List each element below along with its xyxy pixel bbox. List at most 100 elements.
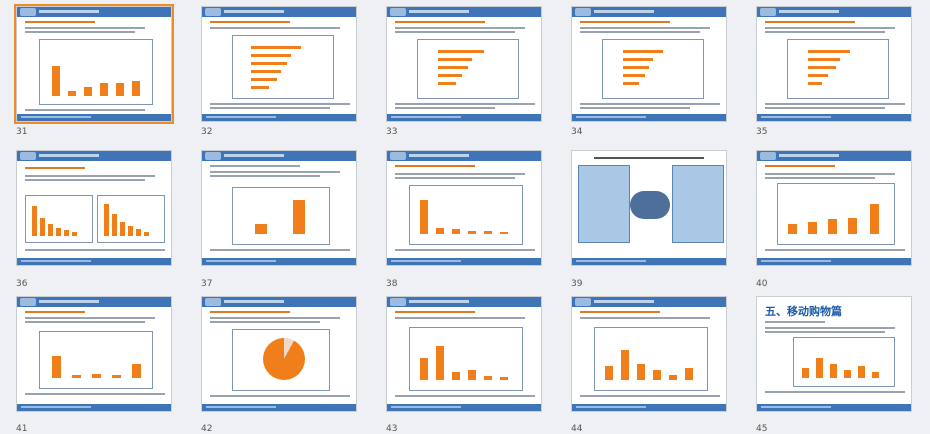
slide-header — [572, 7, 726, 17]
diagram-panel-right — [672, 165, 724, 243]
slide-header — [387, 151, 541, 161]
slide-thumbnail-32[interactable] — [201, 6, 357, 122]
bar-chart-left — [25, 195, 93, 243]
logo-icon — [390, 8, 406, 16]
slide-header — [757, 7, 911, 17]
slide-number: 40 — [756, 279, 768, 289]
slide-header — [17, 151, 171, 161]
slide-footer — [757, 258, 911, 265]
slide-number: 35 — [756, 127, 768, 137]
slide-number: 43 — [386, 424, 398, 434]
slide-footer — [202, 114, 356, 121]
slide-number: 33 — [386, 127, 398, 137]
slide-content — [202, 17, 356, 116]
slide-thumbnail-45[interactable]: 五、移动购物篇 — [756, 296, 912, 412]
bar-chart — [409, 327, 523, 391]
horizontal-bar-chart — [417, 39, 519, 99]
slide-number: 32 — [201, 127, 213, 137]
slide-number: 41 — [16, 424, 28, 434]
slide-footer — [17, 114, 171, 121]
slide-content — [17, 17, 171, 116]
slide-thumbnail-36[interactable] — [16, 150, 172, 266]
bar-chart — [39, 39, 153, 105]
slide-number: 45 — [756, 424, 768, 434]
horizontal-bar-chart — [232, 35, 334, 99]
slide-content — [387, 161, 541, 260]
slide-number: 31 — [16, 127, 28, 137]
slide-thumbnail-39[interactable] — [571, 150, 727, 266]
diagram-center-arrow — [630, 191, 670, 219]
bar-chart — [793, 337, 895, 387]
logo-icon — [205, 152, 221, 160]
slide-number: 34 — [571, 127, 583, 137]
slide-footer — [572, 258, 726, 265]
slide-header — [17, 7, 171, 17]
horizontal-bar-chart — [602, 39, 704, 99]
slide-content — [17, 161, 171, 260]
slide-content — [17, 307, 171, 406]
slide-header — [387, 7, 541, 17]
logo-icon — [760, 152, 776, 160]
slide-header — [202, 7, 356, 17]
diagram-panel-left — [578, 165, 630, 243]
slide-content — [202, 307, 356, 406]
slide-footer — [387, 404, 541, 411]
slide-header — [17, 297, 171, 307]
slide-thumbnail-44[interactable] — [571, 296, 727, 412]
slide-header — [202, 297, 356, 307]
slide-content — [757, 161, 911, 260]
bar-chart — [39, 331, 153, 389]
pie-chart — [232, 329, 330, 391]
slide-header — [757, 151, 911, 161]
logo-icon — [575, 8, 591, 16]
section-title: 五、移动购物篇 — [765, 305, 842, 318]
slide-footer — [757, 114, 911, 121]
slide-thumbnail-33[interactable] — [386, 6, 542, 122]
slide-thumbnail-41[interactable] — [16, 296, 172, 412]
slide-header — [572, 297, 726, 307]
logo-icon — [760, 8, 776, 16]
slide-footer — [202, 258, 356, 265]
slide-thumbnail-37[interactable] — [201, 150, 357, 266]
slide-thumbnail-38[interactable] — [386, 150, 542, 266]
bar-chart — [232, 187, 330, 245]
bar-chart — [777, 183, 895, 245]
slide-footer — [757, 404, 911, 411]
bar-chart — [594, 327, 708, 391]
slide-number: 39 — [571, 279, 583, 289]
slide-content — [387, 17, 541, 116]
slide-number: 38 — [386, 279, 398, 289]
slide-thumbnail-35[interactable] — [756, 6, 912, 122]
slide-footer — [572, 404, 726, 411]
slide-footer — [17, 258, 171, 265]
logo-icon — [205, 8, 221, 16]
slide-content — [572, 151, 726, 260]
logo-icon — [205, 298, 221, 306]
slide-content — [757, 17, 911, 116]
slide-header — [202, 151, 356, 161]
logo-icon — [20, 152, 36, 160]
slide-thumbnail-42[interactable] — [201, 296, 357, 412]
slide-content — [572, 307, 726, 406]
horizontal-bar-chart — [787, 39, 889, 99]
logo-icon — [20, 298, 36, 306]
slide-content — [202, 161, 356, 260]
logo-icon — [390, 152, 406, 160]
slide-content — [387, 307, 541, 406]
slide-thumbnail-40[interactable] — [756, 150, 912, 266]
slide-footer — [387, 258, 541, 265]
slide-footer — [202, 404, 356, 411]
bar-chart-right — [97, 195, 165, 243]
slide-thumbnail-43[interactable] — [386, 296, 542, 412]
slide-footer — [17, 404, 171, 411]
logo-icon — [390, 298, 406, 306]
slide-content — [572, 17, 726, 116]
slide-thumbnail-31[interactable] — [14, 4, 174, 124]
slide-header — [387, 297, 541, 307]
slide-thumbnail-34[interactable] — [571, 6, 727, 122]
slide-number: 36 — [16, 279, 28, 289]
slide-number: 42 — [201, 424, 213, 434]
logo-icon — [20, 8, 36, 16]
slide-footer — [387, 114, 541, 121]
bar-chart — [409, 185, 523, 245]
